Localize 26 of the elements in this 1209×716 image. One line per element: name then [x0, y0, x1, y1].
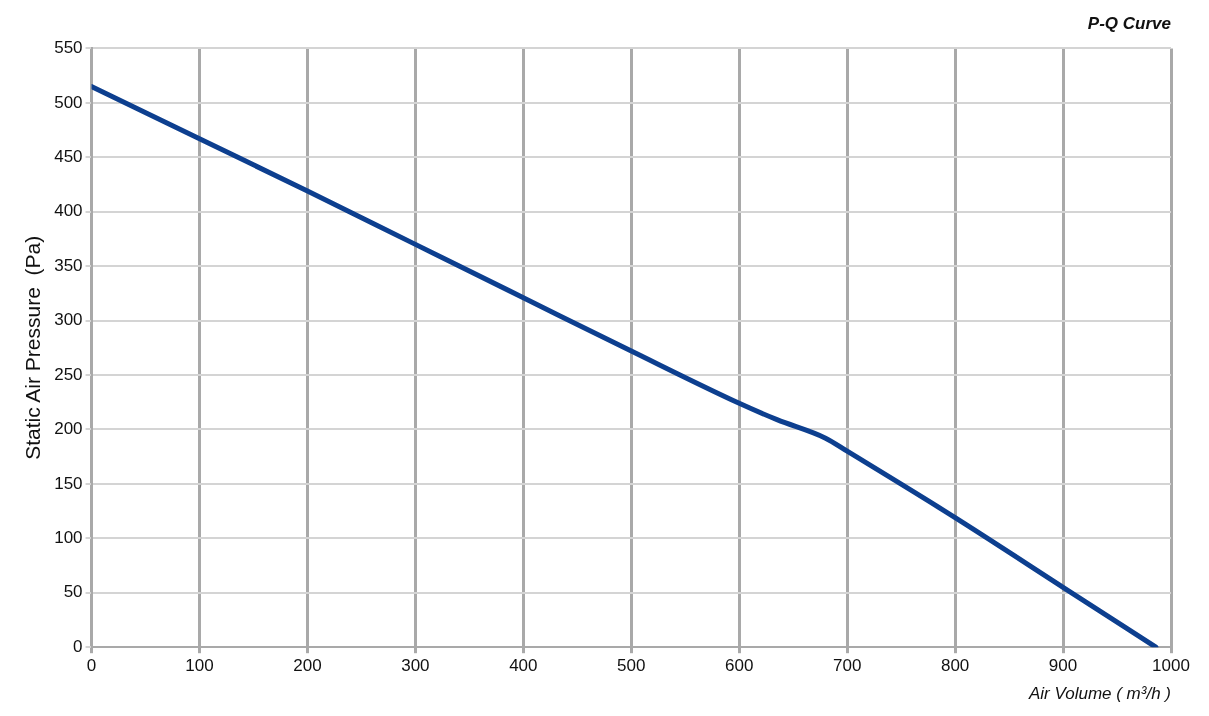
x-tick-label: 500: [617, 656, 646, 676]
x-tick-label: 600: [725, 656, 754, 676]
y-tick-label: 450: [54, 146, 83, 166]
x-tick-label: 400: [509, 656, 538, 676]
y-tick-label: 200: [54, 419, 83, 439]
y-tick-label: 250: [54, 364, 83, 384]
x-tick-label: 800: [940, 656, 970, 676]
y-tick-label: 400: [54, 201, 83, 221]
y-tick-label: 150: [54, 473, 83, 493]
chart-title: P-Q Curve: [1087, 13, 1171, 33]
x-tick-label: 300: [401, 656, 430, 676]
y-tick-label: 550: [54, 38, 83, 58]
x-tick-label: 200: [293, 656, 322, 676]
x-tick-label: 900: [1048, 656, 1078, 676]
x-tick-label: 1000: [1152, 656, 1190, 676]
y-axis-title: Static Air Pressure (Pa): [21, 235, 45, 460]
y-tick-label: 350: [54, 255, 83, 275]
x-tick-label: 700: [832, 656, 862, 676]
y-tick-label: 100: [54, 528, 83, 548]
x-axis-title: Air Volume ( m³/h ): [1027, 683, 1171, 703]
y-tick-label: 300: [54, 310, 83, 330]
x-tick-label: 0: [86, 656, 97, 676]
y-tick-label: 0: [73, 636, 83, 656]
y-tick-label: 50: [63, 582, 83, 602]
y-tick-label: 500: [54, 92, 83, 112]
x-tick-label: 100: [185, 656, 214, 676]
